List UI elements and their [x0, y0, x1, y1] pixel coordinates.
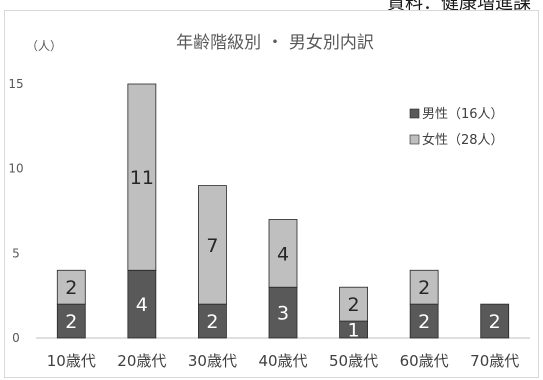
- bar-segment-male: [268, 286, 298, 339]
- data-label: 2: [489, 311, 501, 333]
- bar-segment-female: [198, 185, 227, 305]
- bar-segment-female: [268, 219, 298, 288]
- y-tick-label: 5: [12, 246, 20, 260]
- y-axis-label: （人）: [26, 39, 62, 53]
- legend-swatch: [409, 108, 420, 119]
- data-label: 2: [65, 311, 77, 333]
- y-axis-ticks: 0 5 10 15: [8, 77, 23, 345]
- legend-label: 女性（28人）: [422, 132, 504, 148]
- y-tick-label: 15: [8, 77, 23, 91]
- bar-segment-female: [56, 269, 86, 305]
- data-label: 11: [130, 167, 154, 189]
- x-tick-label: 60歳代: [400, 352, 449, 370]
- y-tick-label: 10: [8, 162, 23, 176]
- data-label: 2: [348, 294, 360, 316]
- bar-segment-female: [127, 83, 157, 271]
- x-tick-label: 70歳代: [470, 352, 519, 370]
- x-axis-ticks: 10歳代 20歳代 30歳代 40歳代 50歳代 60歳代 70歳代: [47, 352, 520, 370]
- bar-segment-male: [198, 303, 227, 339]
- chart-title: 年齢階級別 ・ 男女別内訳: [176, 33, 374, 53]
- bar-segment-female: [339, 286, 368, 322]
- x-tick-label: 20歳代: [117, 352, 166, 370]
- bar-segment-male: [56, 303, 86, 339]
- x-tick-label: 10歳代: [47, 352, 96, 370]
- legend: 男性（16人） 女性（28人）: [409, 107, 504, 148]
- bar-segment-male: [409, 303, 439, 339]
- data-label: 2: [206, 311, 218, 333]
- x-tick-label: 30歳代: [188, 352, 237, 370]
- bar-segment-female: [409, 269, 439, 305]
- data-label: 2: [65, 277, 77, 299]
- data-label: 3: [277, 303, 289, 325]
- bars-group: 2 2 4 11 2 7 3 4 1 2 2 2 2: [56, 83, 510, 342]
- data-label: 7: [206, 235, 218, 257]
- y-tick-label: 0: [12, 331, 20, 345]
- data-label: 4: [277, 243, 289, 265]
- bar-segment-male: [127, 269, 157, 339]
- data-label: 1: [348, 320, 360, 342]
- data-label: 2: [418, 311, 430, 333]
- legend-label: 男性（16人）: [422, 107, 504, 122]
- bar-segment-male: [480, 303, 510, 339]
- x-tick-label: 40歳代: [258, 352, 307, 370]
- x-tick-label: 50歳代: [329, 352, 378, 370]
- data-label: 2: [418, 277, 430, 299]
- data-label: 4: [136, 294, 148, 316]
- legend-swatch: [409, 134, 420, 145]
